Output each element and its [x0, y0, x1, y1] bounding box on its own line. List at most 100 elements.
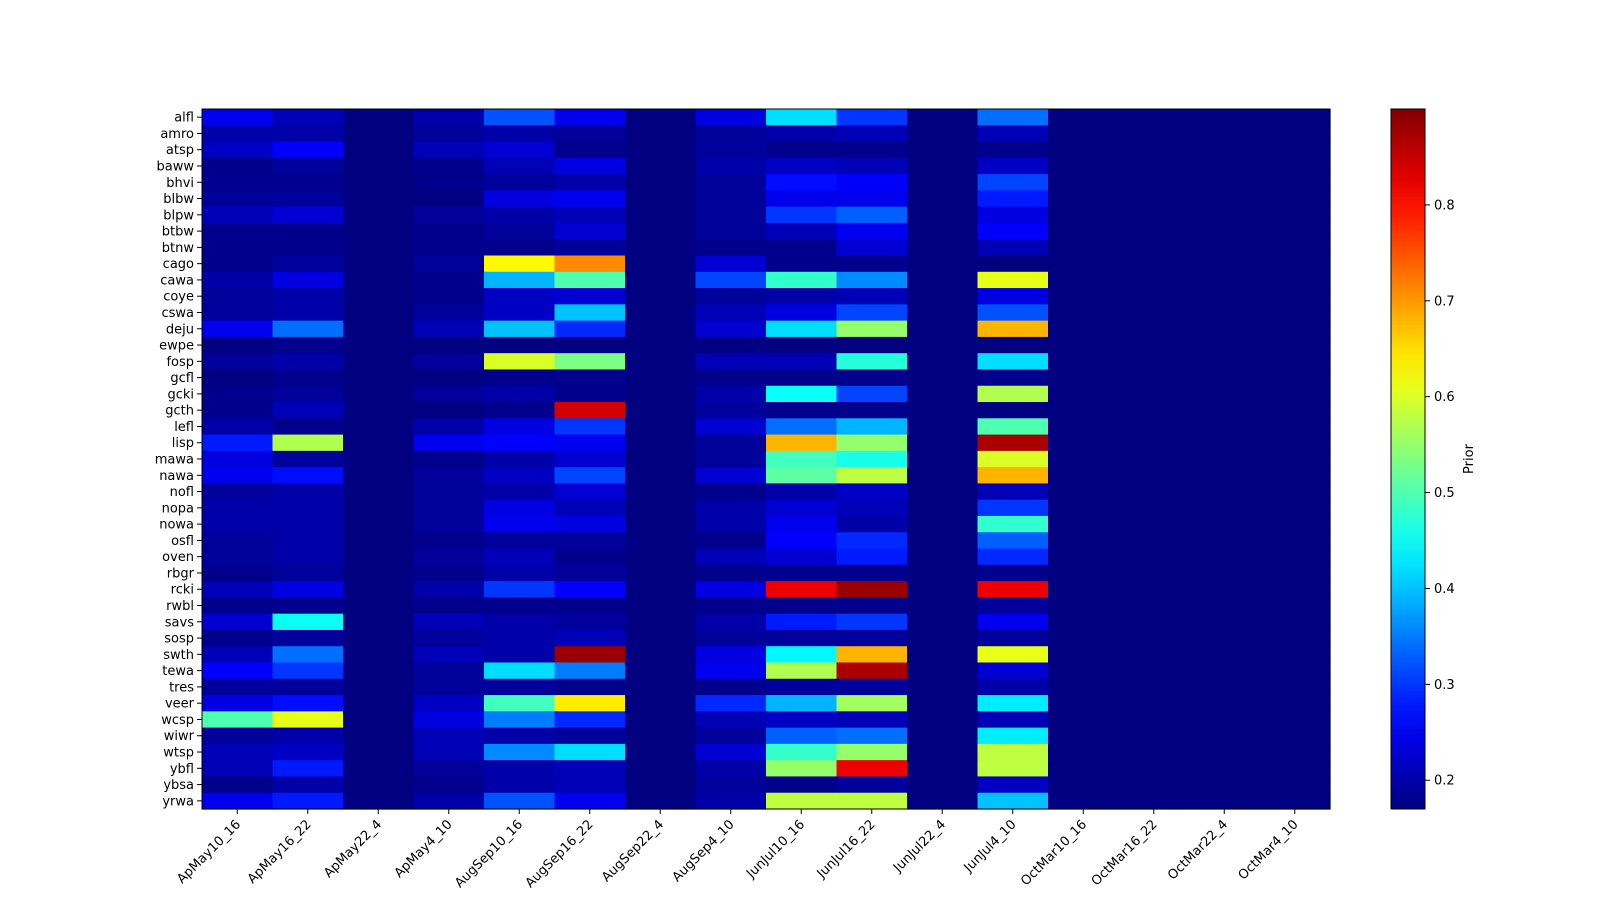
heatmap-cell-blbw-AugSep22_4: [625, 190, 697, 208]
heatmap-cell-blbw-OctMar10_16: [1048, 190, 1120, 208]
x-tick-label-JunJul22_4: JunJul22_4: [890, 817, 949, 876]
heatmap-cell-yrwa-ApMay16_22: [272, 792, 344, 810]
heatmap-cell-gcfl-ApMay4_10: [413, 369, 485, 387]
heatmap-cell-atsp-JunJul16_22: [836, 141, 908, 159]
y-tick-label-tewa: tewa: [162, 664, 194, 679]
heatmap-cell-rbgr-JunJul10_16: [766, 564, 838, 582]
colorbar-tick-label: 0.6: [1434, 390, 1455, 405]
heatmap-cell-alfl-AugSep16_22: [554, 109, 626, 126]
heatmap-cell-deju-OctMar10_16: [1048, 320, 1120, 338]
heatmap-cell-btnw-JunJul16_22: [836, 239, 908, 257]
heatmap-cell-bhvi-OctMar16_22: [1118, 174, 1190, 191]
heatmap-cell-rcki-JunJul10_16: [766, 581, 838, 598]
heatmap-cell-lefl-JunJul16_22: [836, 418, 908, 436]
y-tick-label-oven: oven: [162, 550, 194, 565]
heatmap-cell-tewa-AugSep22_4: [625, 662, 697, 680]
heatmap-cell-ybfl-AugSep22_4: [625, 760, 697, 778]
heatmap-cell-rbgr-ApMay10_16: [202, 564, 274, 582]
heatmap-cell-sosp-ApMay10_16: [202, 629, 274, 647]
heatmap-cell-atsp-JunJul10_16: [766, 141, 838, 159]
heatmap-cell-swth-JunJul10_16: [766, 646, 838, 664]
heatmap-cell-nofl-JunJul10_16: [766, 483, 838, 501]
heatmap-cell-gcki-OctMar4_10: [1259, 385, 1331, 403]
heatmap-cell-rwbl-JunJul10_16: [766, 597, 838, 615]
heatmap-cell-cswa-JunJul4_10: [977, 304, 1049, 322]
heatmap-cell-wcsp-OctMar16_22: [1118, 711, 1190, 729]
heatmap-cell-bhvi-JunJul4_10: [977, 174, 1049, 191]
heatmap-cell-tres-ApMay16_22: [272, 678, 344, 696]
heatmap-cell-swth-ApMay4_10: [413, 646, 485, 664]
heatmap-cell-nowa-ApMay10_16: [202, 515, 274, 533]
heatmap-cell-lefl-OctMar4_10: [1259, 418, 1331, 436]
heatmap-cell-tewa-JunJul4_10: [977, 662, 1049, 680]
heatmap-cell-deju-JunJul4_10: [977, 320, 1049, 338]
heatmap-cell-tres-OctMar16_22: [1118, 678, 1190, 696]
heatmap-cell-cswa-OctMar16_22: [1118, 304, 1190, 322]
heatmap-cell-ybfl-JunJul4_10: [977, 760, 1049, 778]
heatmap-cell-blpw-JunJul4_10: [977, 206, 1049, 224]
heatmap-cell-atsp-OctMar4_10: [1259, 141, 1331, 159]
heatmap-cell-lefl-OctMar16_22: [1118, 418, 1190, 436]
heatmap-cell-wcsp-OctMar4_10: [1259, 711, 1331, 729]
heatmap-cell-deju-OctMar22_4: [1189, 320, 1261, 338]
heatmap-cell-bhvi-ApMay4_10: [413, 174, 485, 191]
heatmap-cell-blpw-AugSep16_22: [554, 206, 626, 224]
heatmap-cell-lisp-ApMay22_4: [343, 434, 415, 452]
heatmap-cell-coye-AugSep4_10: [695, 288, 767, 305]
heatmap-cell-yrwa-ApMay22_4: [343, 792, 415, 810]
heatmap-cell-bhvi-AugSep16_22: [554, 174, 626, 191]
colorbar-gradient: [1390, 108, 1426, 810]
heatmap-cell-lisp-OctMar16_22: [1118, 434, 1190, 452]
heatmap-cell-sosp-JunJul22_4: [907, 629, 979, 647]
heatmap-cell-tres-OctMar10_16: [1048, 678, 1120, 696]
heatmap-cell-oven-AugSep22_4: [625, 548, 697, 566]
heatmap-cell-blpw-AugSep22_4: [625, 206, 697, 224]
heatmap-cell-savs-AugSep22_4: [625, 613, 697, 631]
heatmap-cell-btnw-JunJul4_10: [977, 239, 1049, 257]
heatmap-cell-cago-OctMar22_4: [1189, 255, 1261, 273]
heatmap-cell-btnw-OctMar16_22: [1118, 239, 1190, 257]
heatmap-cell-gcth-OctMar16_22: [1118, 402, 1190, 419]
heatmap-cell-wtsp-OctMar4_10: [1259, 743, 1331, 761]
heatmap-cell-btbw-JunJul4_10: [977, 222, 1049, 240]
heatmap-cell-osfl-OctMar10_16: [1048, 532, 1120, 550]
heatmap-cell-nopa-AugSep10_16: [484, 499, 556, 517]
heatmap-cell-wtsp-JunJul4_10: [977, 743, 1049, 761]
heatmap-cell-btnw-AugSep16_22: [554, 239, 626, 257]
heatmap-cell-nofl-OctMar10_16: [1048, 483, 1120, 501]
heatmap-cell-cawa-ApMay4_10: [413, 271, 485, 289]
heatmap-cell-nopa-AugSep22_4: [625, 499, 697, 517]
heatmap-cell-blpw-AugSep10_16: [484, 206, 556, 224]
heatmap-cell-rwbl-JunJul22_4: [907, 597, 979, 615]
heatmap-cell-baww-JunJul22_4: [907, 157, 979, 175]
heatmap-cell-wtsp-AugSep10_16: [484, 743, 556, 761]
heatmap-cell-blbw-OctMar22_4: [1189, 190, 1261, 208]
heatmap-cell-sosp-JunJul4_10: [977, 629, 1049, 647]
heatmap-cell-veer-JunJul4_10: [977, 695, 1049, 712]
colorbar-tick-label: 0.4: [1434, 582, 1455, 597]
heatmap-cell-coye-ApMay10_16: [202, 288, 274, 305]
heatmap-cell-blbw-JunJul16_22: [836, 190, 908, 208]
heatmap-cell-wiwr-OctMar10_16: [1048, 727, 1120, 745]
heatmap-cell-yrwa-OctMar10_16: [1048, 792, 1120, 810]
heatmap-cell-osfl-JunJul16_22: [836, 532, 908, 550]
heatmap-cell-nopa-AugSep4_10: [695, 499, 767, 517]
heatmap-cell-btbw-OctMar16_22: [1118, 222, 1190, 240]
heatmap-cell-blpw-JunJul16_22: [836, 206, 908, 224]
heatmap-cell-savs-OctMar4_10: [1259, 613, 1331, 631]
heatmap-cell-cawa-AugSep10_16: [484, 271, 556, 289]
heatmap-cell-ybsa-OctMar10_16: [1048, 776, 1120, 794]
heatmap-cell-mawa-ApMay4_10: [413, 450, 485, 468]
heatmap-cell-oven-ApMay16_22: [272, 548, 344, 566]
heatmap-cell-swth-OctMar10_16: [1048, 646, 1120, 664]
heatmap-cell-tres-AugSep4_10: [695, 678, 767, 696]
heatmap-cell-alfl-OctMar4_10: [1259, 109, 1331, 126]
heatmap-cell-nawa-OctMar4_10: [1259, 467, 1331, 485]
heatmap-cell-wcsp-AugSep16_22: [554, 711, 626, 729]
heatmap-cell-osfl-ApMay22_4: [343, 532, 415, 550]
heatmap-cell-blbw-JunJul22_4: [907, 190, 979, 208]
y-tick-label-ewpe: ewpe: [159, 339, 194, 354]
heatmap-cell-lisp-JunJul22_4: [907, 434, 979, 452]
heatmap-cell-oven-JunJul16_22: [836, 548, 908, 566]
